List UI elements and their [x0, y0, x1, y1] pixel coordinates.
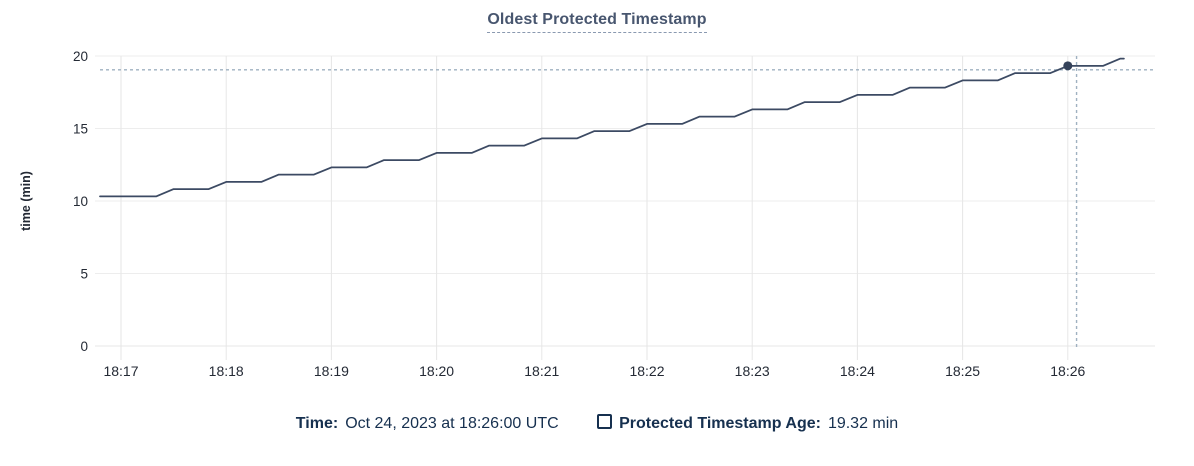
- series-toggle-checkbox[interactable]: [597, 414, 613, 429]
- x-tick-label: 18:18: [209, 363, 244, 379]
- y-tick-label: 5: [80, 267, 88, 282]
- x-tick-label: 18:26: [1050, 363, 1085, 379]
- y-tick-label: 15: [73, 122, 88, 137]
- y-axis-label: time (min): [19, 171, 33, 231]
- x-tick-label: 18:22: [629, 363, 664, 379]
- x-tick-label: 18:23: [735, 363, 770, 379]
- hovered-data-point-dot: [1063, 61, 1073, 71]
- series-value: 19.32 min: [827, 415, 899, 432]
- series-label: Protected Timestamp Age:: [619, 415, 821, 432]
- legend-series-item: Protected Timestamp Age: 19.32 min: [597, 414, 898, 433]
- time-label: Time:: [295, 415, 339, 432]
- chart-legend: Time: Oct 24, 2023 at 18:26:00 UTC Protec…: [0, 414, 1194, 433]
- time-value: Oct 24, 2023 at 18:26:00 UTC: [345, 415, 559, 432]
- chart-title[interactable]: Oldest Protected Timestamp: [487, 11, 707, 33]
- x-tick-label: 18:17: [103, 363, 138, 379]
- x-tick-label: 18:19: [314, 363, 349, 379]
- x-tick-label: 18:24: [840, 363, 875, 379]
- legend-time-item: Time: Oct 24, 2023 at 18:26:00 UTC: [296, 415, 559, 433]
- y-tick-label: 10: [73, 194, 88, 209]
- y-tick-label: 20: [73, 49, 88, 64]
- y-tick-label: 0: [80, 339, 88, 354]
- x-tick-label: 18:25: [945, 363, 980, 379]
- line-chart-plot-area[interactable]: 0 5 10 15 20 18:17 18:18 18:19 18:20 18:21 18:22 18…: [0, 38, 1194, 388]
- x-tick-label: 18:21: [524, 363, 559, 379]
- x-tick-label: 18:20: [419, 363, 454, 379]
- series-line: [99, 57, 1125, 198]
- chart-title-row: Oldest Protected Timestamp: [0, 0, 1194, 38]
